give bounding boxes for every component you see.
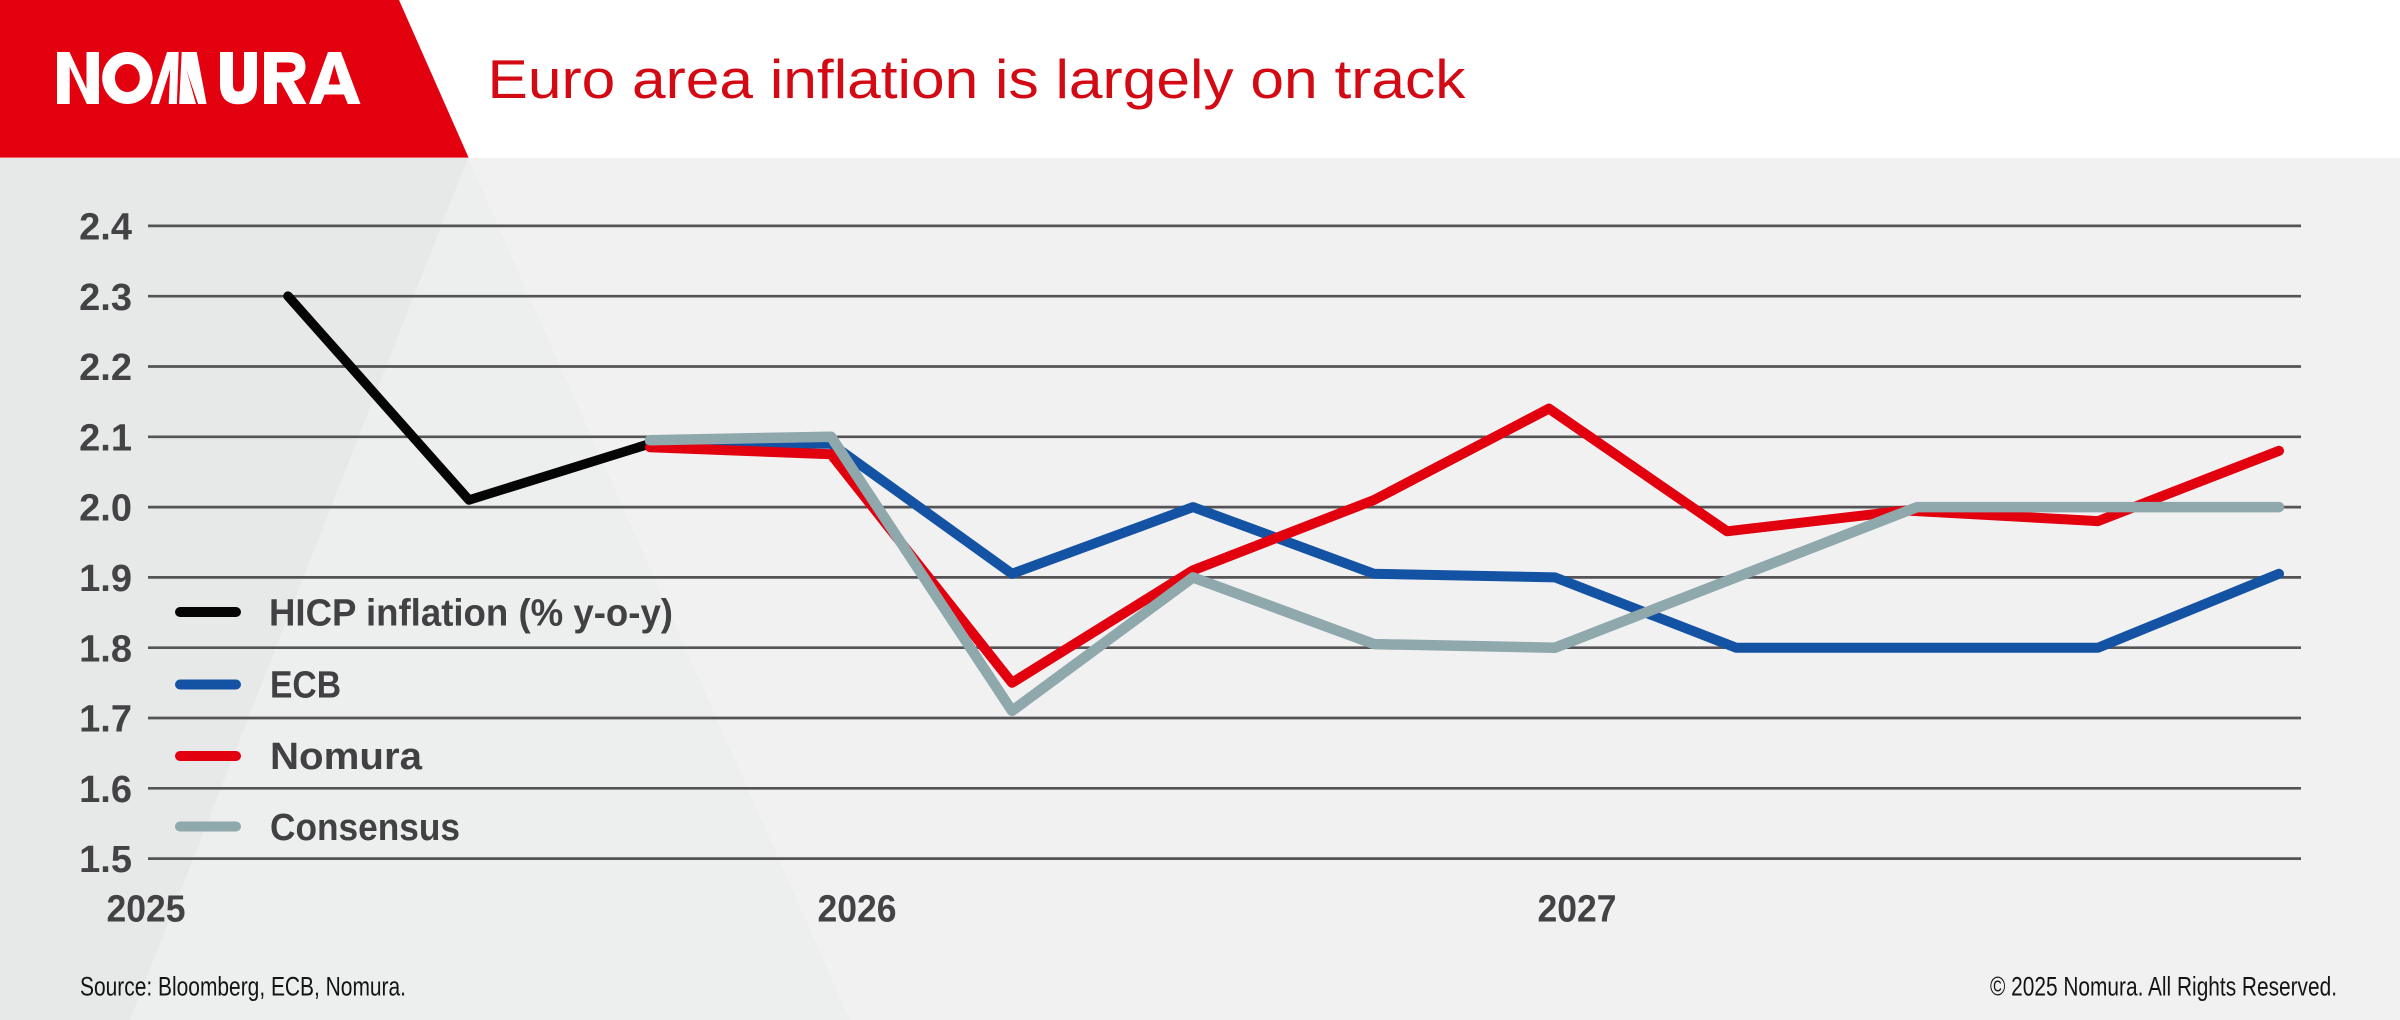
svg-text:ECB: ECB	[270, 665, 341, 707]
svg-text:HICP inflation (% y-o-y): HICP inflation (% y-o-y)	[269, 593, 673, 635]
svg-text:Euro area inflation is largely: Euro area inflation is largely on track	[488, 48, 1467, 110]
svg-text:2.2: 2.2	[79, 347, 132, 389]
svg-text:2.0: 2.0	[79, 488, 132, 530]
svg-text:Consensus: Consensus	[270, 807, 460, 849]
svg-text:© 2025 Nomura. All Rights Rese: © 2025 Nomura. All Rights Reserved.	[1990, 972, 2337, 1002]
svg-text:1.9: 1.9	[79, 558, 132, 600]
svg-text:1.6: 1.6	[79, 769, 132, 811]
svg-text:1.8: 1.8	[79, 628, 132, 670]
svg-text:1.7: 1.7	[79, 699, 132, 741]
svg-text:2025: 2025	[107, 889, 186, 931]
svg-text:2.3: 2.3	[79, 277, 132, 319]
svg-text:1.5: 1.5	[79, 839, 132, 881]
svg-text:Source: Bloomberg, ECB, Nomura: Source: Bloomberg, ECB, Nomura.	[80, 972, 406, 1002]
svg-text:2.1: 2.1	[79, 417, 132, 459]
svg-text:2.4: 2.4	[79, 207, 132, 249]
svg-text:Nomura: Nomura	[270, 736, 423, 778]
svg-text:2027: 2027	[1538, 889, 1617, 931]
svg-text:2026: 2026	[818, 889, 897, 931]
